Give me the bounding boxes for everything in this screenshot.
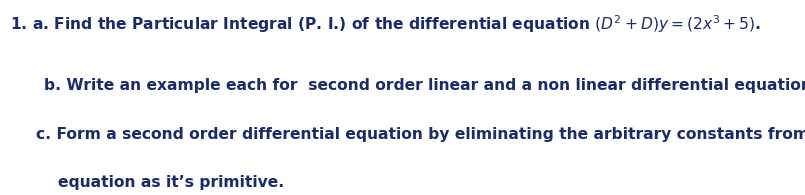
Text: equation as it’s primitive.: equation as it’s primitive. xyxy=(58,176,284,191)
Text: c. Form a second order differential equation by eliminating the arbitrary consta: c. Form a second order differential equa… xyxy=(36,127,805,142)
Text: b. Write an example each for  second order linear and a non linear differential : b. Write an example each for second orde… xyxy=(44,78,805,93)
Text: 1. a. Find the Particular Integral (P. I.) of the differential equation $(D^2 + : 1. a. Find the Particular Integral (P. I… xyxy=(10,14,761,35)
